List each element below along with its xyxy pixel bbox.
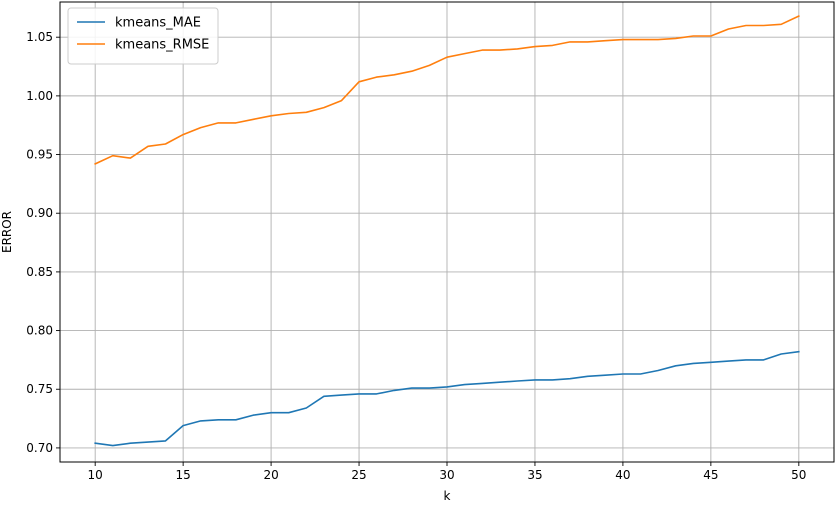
y-tick-label: 0.70 [26, 441, 53, 455]
y-tick-label: 1.00 [26, 89, 53, 103]
x-tick-label: 40 [615, 468, 630, 482]
x-tick-label: 50 [791, 468, 806, 482]
y-tick-label: 0.95 [26, 148, 53, 162]
series-line-kmeans-mae [94, 350, 800, 447]
x-tick-label: 15 [175, 468, 190, 482]
y-axis: 0.70 0.75 0.80 0.85 0.90 0.95 1.00 1.05 [26, 30, 60, 455]
series-line-kmeans-rmse [94, 15, 800, 165]
legend: kmeans_MAE kmeans_RMSE [67, 7, 219, 65]
y-tick-label: 0.85 [26, 265, 53, 279]
y-tick-label: 0.80 [26, 324, 53, 338]
x-tick-label: 20 [263, 468, 278, 482]
x-tick-label: 35 [527, 468, 542, 482]
x-tick-label: 30 [439, 468, 454, 482]
x-tick-label: 25 [351, 468, 366, 482]
x-axis: 10 15 20 25 30 35 40 45 50 [88, 462, 806, 482]
legend-box [67, 7, 219, 65]
grid [60, 2, 834, 462]
y-tick-label: 0.90 [26, 206, 53, 220]
x-tick-label: 45 [703, 468, 718, 482]
series-layer [94, 15, 800, 447]
legend-label: kmeans_RMSE [115, 38, 209, 53]
y-tick-label: 0.75 [26, 382, 53, 396]
x-tick-label: 10 [88, 468, 103, 482]
y-axis-label: ERROR [0, 211, 14, 253]
x-axis-label: k [444, 489, 451, 503]
legend-label: kmeans_MAE [115, 16, 201, 31]
y-tick-label: 1.05 [26, 30, 53, 44]
